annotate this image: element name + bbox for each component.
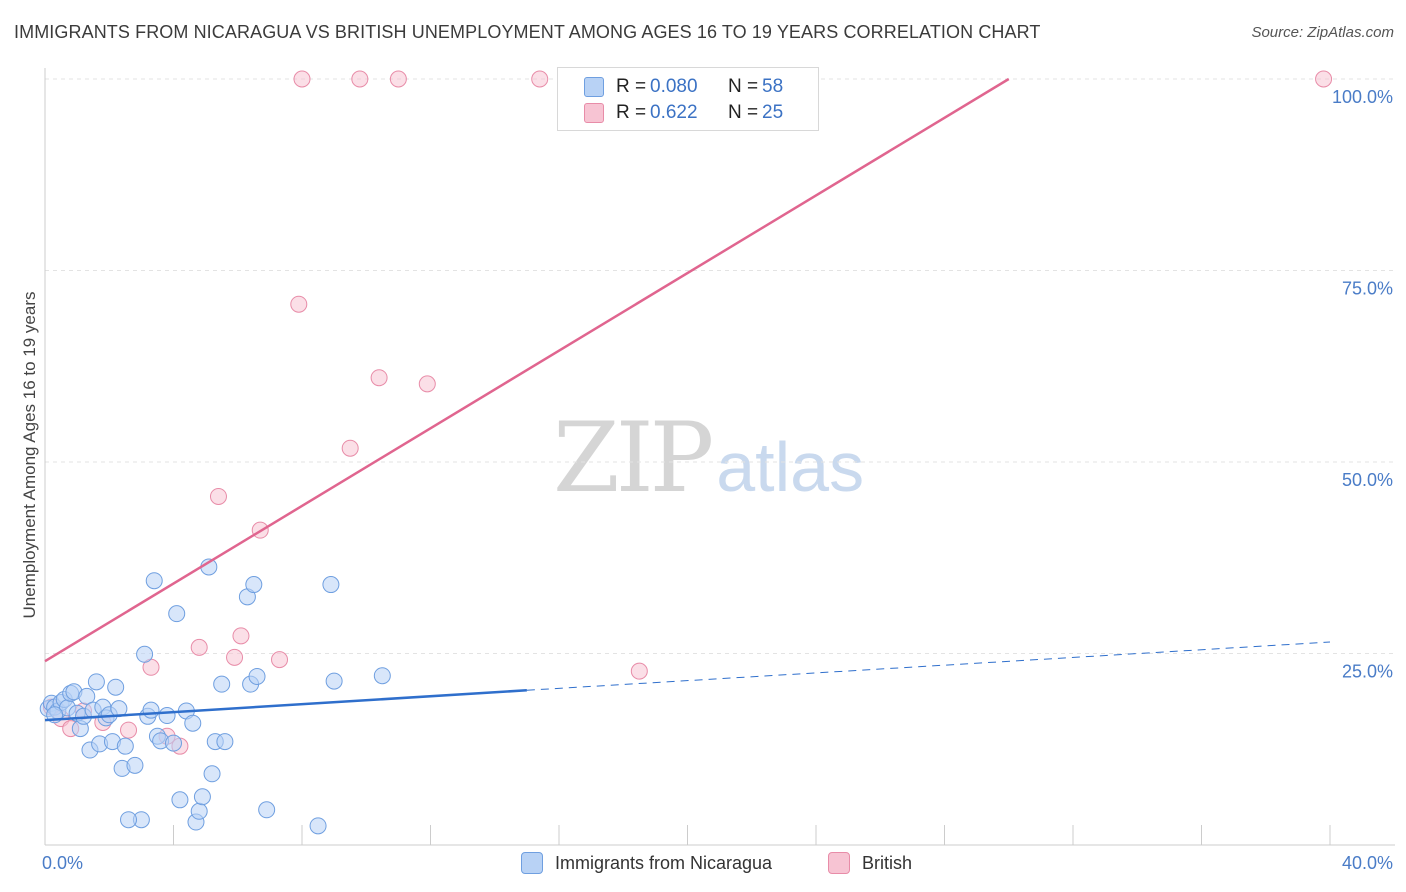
legend-r-label: R = bbox=[616, 102, 647, 123]
point-nicaragua bbox=[258, 801, 276, 819]
point-nicaragua bbox=[245, 576, 263, 594]
series-legend: Immigrants from Nicaragua British bbox=[0, 852, 1406, 878]
point-nicaragua bbox=[158, 707, 176, 725]
y-tick-label: 100.0% bbox=[1332, 87, 1393, 107]
correlation-legend: R = 0.080 N = 58 R = 0.622 N = 25 bbox=[557, 67, 819, 131]
point-nicaragua bbox=[126, 756, 144, 774]
legend-r-value: 0.080 bbox=[650, 76, 698, 97]
point-nicaragua bbox=[203, 765, 221, 783]
point-nicaragua bbox=[168, 605, 186, 623]
point-british bbox=[531, 70, 549, 88]
point-nicaragua bbox=[120, 811, 138, 829]
point-british bbox=[232, 627, 250, 645]
point-nicaragua bbox=[107, 678, 125, 696]
point-british bbox=[630, 662, 648, 680]
point-nicaragua bbox=[248, 667, 266, 685]
point-nicaragua bbox=[309, 817, 327, 835]
legend-n-label: N = bbox=[728, 102, 759, 123]
legend-n-value: 58 bbox=[762, 76, 784, 97]
watermark: ZIPatlas bbox=[553, 402, 864, 514]
legend-r-label: R = bbox=[616, 76, 647, 97]
legend-row-nicaragua: R = 0.080 N = 58 bbox=[584, 75, 783, 99]
point-nicaragua bbox=[116, 737, 134, 755]
legend-label-nicaragua: Immigrants from Nicaragua bbox=[555, 852, 773, 873]
point-british bbox=[290, 295, 308, 313]
legend-row-british: R = 0.622 N = 25 bbox=[584, 101, 783, 125]
legend-swatch-blue bbox=[584, 77, 604, 97]
point-nicaragua bbox=[325, 672, 343, 690]
point-nicaragua bbox=[213, 675, 231, 693]
point-british bbox=[1315, 70, 1333, 88]
legend-item-british: British bbox=[828, 852, 912, 874]
chart-title: IMMIGRANTS FROM NICARAGUA VS BRITISH UNE… bbox=[14, 22, 1041, 42]
y-tick-label: 75.0% bbox=[1342, 279, 1393, 299]
legend-swatch-blue bbox=[521, 852, 543, 874]
point-nicaragua bbox=[165, 734, 182, 752]
trendline-nicaragua-extension bbox=[526, 641, 1331, 691]
point-british bbox=[389, 70, 407, 88]
y-tick-label: 25.0% bbox=[1342, 662, 1393, 682]
source-label: Source: ZipAtlas.com bbox=[1251, 24, 1394, 41]
point-nicaragua bbox=[184, 714, 202, 732]
legend-item-nicaragua: Immigrants from Nicaragua bbox=[521, 852, 772, 874]
point-british bbox=[271, 651, 289, 669]
point-nicaragua bbox=[373, 667, 391, 685]
point-nicaragua bbox=[142, 701, 160, 719]
point-nicaragua bbox=[190, 802, 208, 820]
legend-label-british: British bbox=[862, 852, 913, 873]
watermark-atlas: atlas bbox=[716, 428, 865, 506]
x-tick-label: 0.0% bbox=[42, 853, 83, 873]
point-nicaragua bbox=[216, 733, 234, 751]
point-british bbox=[120, 721, 138, 739]
point-nicaragua bbox=[78, 687, 96, 705]
point-nicaragua bbox=[136, 645, 154, 663]
point-nicaragua bbox=[145, 572, 163, 590]
point-nicaragua bbox=[171, 791, 189, 809]
point-british bbox=[226, 648, 244, 666]
watermark-zip: ZIP bbox=[553, 402, 714, 514]
y-axis-label: Unemployment Among Ages 16 to 19 years bbox=[20, 291, 39, 619]
point-british bbox=[293, 70, 311, 88]
legend-n-value: 25 bbox=[762, 102, 784, 123]
legend-swatch-pink bbox=[584, 103, 604, 123]
point-nicaragua bbox=[322, 576, 340, 594]
point-british bbox=[341, 439, 359, 457]
point-british bbox=[209, 487, 227, 505]
legend-swatch-pink bbox=[828, 852, 850, 874]
y-tick-label: 50.0% bbox=[1342, 470, 1393, 490]
legend-r-value: 0.622 bbox=[650, 102, 698, 123]
trendline-nicaragua bbox=[44, 689, 527, 722]
point-british bbox=[351, 70, 369, 88]
point-british bbox=[190, 638, 208, 656]
point-british bbox=[418, 375, 436, 393]
point-nicaragua bbox=[193, 788, 211, 806]
x-tick-label: 40.0% bbox=[1342, 853, 1393, 873]
trendline-british bbox=[44, 77, 1010, 663]
point-nicaragua bbox=[87, 673, 105, 691]
point-british bbox=[370, 369, 388, 387]
legend-n-label: N = bbox=[728, 76, 759, 97]
